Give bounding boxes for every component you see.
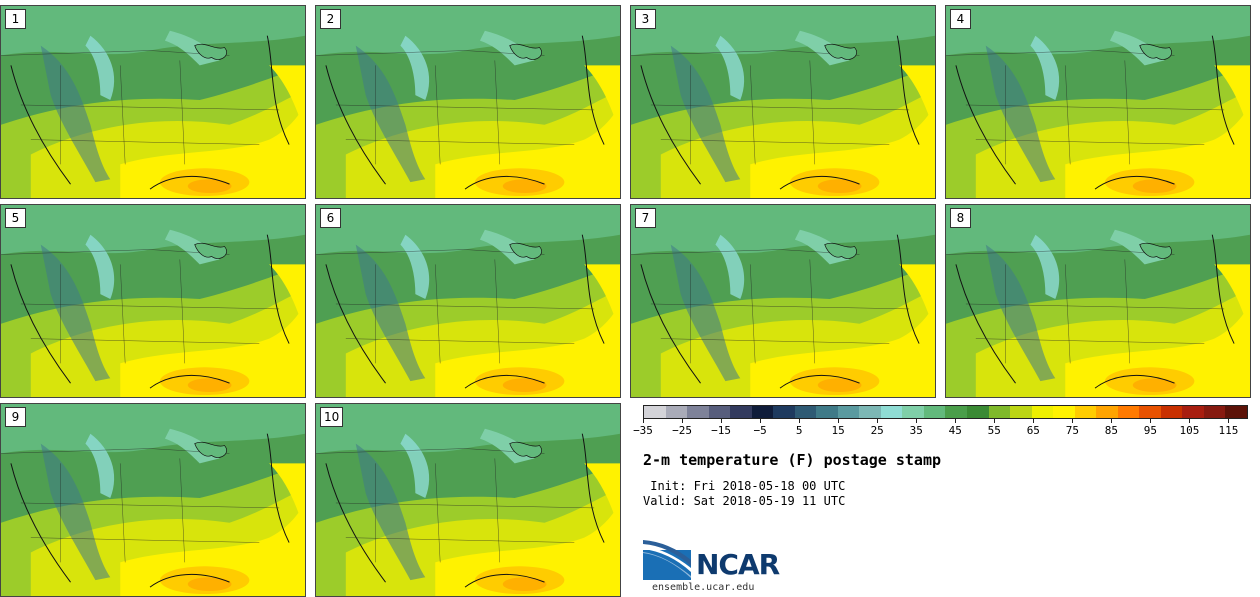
colorbar-swatch bbox=[945, 406, 967, 418]
colorbar-tick bbox=[799, 419, 801, 423]
colorbar-tick bbox=[1189, 419, 1191, 423]
colorbar-tick bbox=[916, 419, 918, 423]
temperature-map-icon bbox=[1, 404, 305, 596]
colorbar-swatch bbox=[1096, 406, 1118, 418]
colorbar-swatch bbox=[708, 406, 731, 418]
colorbar-tick-label: 5 bbox=[795, 424, 803, 437]
member-number-label: 7 bbox=[635, 208, 656, 228]
temperature-map-icon bbox=[946, 205, 1250, 397]
temperature-colorbar bbox=[643, 405, 1248, 419]
colorbar-tick-label: 95 bbox=[1143, 424, 1158, 437]
colorbar-tick bbox=[1150, 419, 1152, 423]
member-map-panel: 2 bbox=[315, 5, 621, 199]
ncar-logo-icon bbox=[643, 540, 691, 580]
member-number-label: 2 bbox=[320, 9, 341, 29]
colorbar-tick-label: −5 bbox=[753, 424, 767, 437]
colorbar-tick bbox=[1033, 419, 1035, 423]
member-map-panel: 5 bbox=[0, 204, 306, 398]
colorbar-tick-label: −35 bbox=[633, 424, 653, 437]
colorbar-swatch bbox=[1139, 406, 1161, 418]
member-map-panel: 9 bbox=[0, 403, 306, 597]
colorbar-tick bbox=[643, 419, 644, 423]
colorbar-tick bbox=[838, 419, 840, 423]
member-map-panel: 1 bbox=[0, 5, 306, 199]
colorbar-swatch bbox=[751, 406, 774, 418]
colorbar-swatch bbox=[1074, 406, 1097, 418]
init-time: Init: Fri 2018-05-18 00 UTC bbox=[643, 479, 846, 493]
temperature-map-icon bbox=[631, 6, 935, 198]
colorbar-swatch bbox=[902, 406, 924, 418]
temperature-map-icon bbox=[316, 404, 620, 596]
colorbar-tick-label: −15 bbox=[711, 424, 731, 437]
member-number-label: 4 bbox=[950, 9, 971, 29]
valid-time: Valid: Sat 2018-05-19 11 UTC bbox=[643, 494, 846, 508]
member-map-panel: 3 bbox=[630, 5, 936, 199]
colorbar-swatch bbox=[859, 406, 881, 418]
colorbar-tick-label: 25 bbox=[870, 424, 884, 437]
member-map-panel: 7 bbox=[630, 204, 936, 398]
colorbar-swatch bbox=[687, 406, 709, 418]
colorbar-tick bbox=[1111, 419, 1113, 423]
colorbar-swatch bbox=[644, 406, 666, 418]
colorbar-tick-label: 85 bbox=[1104, 424, 1118, 437]
colorbar-tick-label: 15 bbox=[831, 424, 845, 437]
colorbar-tick bbox=[994, 419, 996, 423]
colorbar-tick-label: 45 bbox=[948, 424, 962, 437]
colorbar-tick-label: 65 bbox=[1026, 424, 1040, 437]
colorbar-swatch bbox=[1010, 406, 1032, 418]
member-map-panel: 10 bbox=[315, 403, 621, 597]
ncar-logo-text: NCAR bbox=[696, 548, 780, 581]
colorbar-swatch bbox=[880, 406, 903, 418]
colorbar-swatch bbox=[1203, 406, 1226, 418]
colorbar-tick-label: −25 bbox=[672, 424, 692, 437]
colorbar-tick bbox=[1228, 419, 1230, 423]
temperature-map-icon bbox=[1, 6, 305, 198]
temperature-map-icon bbox=[631, 205, 935, 397]
member-number-label: 6 bbox=[320, 208, 341, 228]
colorbar-tick-label: 105 bbox=[1179, 424, 1200, 437]
temperature-map-icon bbox=[946, 6, 1250, 198]
member-map-panel: 4 bbox=[945, 5, 1251, 199]
colorbar-swatch bbox=[1053, 406, 1075, 418]
member-number-label: 9 bbox=[5, 407, 26, 427]
colorbar-tick bbox=[1072, 419, 1074, 423]
colorbar-swatch bbox=[665, 406, 688, 418]
colorbar-swatch bbox=[773, 406, 795, 418]
colorbar-swatch bbox=[730, 406, 752, 418]
colorbar-swatch bbox=[966, 406, 989, 418]
temperature-map-icon bbox=[316, 205, 620, 397]
member-number-label: 10 bbox=[320, 407, 344, 427]
colorbar-tick-label: 55 bbox=[987, 424, 1001, 437]
member-number-label: 5 bbox=[5, 208, 26, 228]
member-map-panel: 8 bbox=[945, 204, 1251, 398]
temperature-map-icon bbox=[316, 6, 620, 198]
colorbar-tick bbox=[877, 419, 879, 423]
colorbar-tick bbox=[760, 419, 762, 423]
colorbar-tick-label: 35 bbox=[909, 424, 923, 437]
colorbar-tick-label: 75 bbox=[1065, 424, 1079, 437]
website-url: ensemble.ucar.edu bbox=[652, 582, 755, 593]
temperature-map-icon bbox=[1, 205, 305, 397]
colorbar-swatch bbox=[816, 406, 838, 418]
member-map-panel: 6 bbox=[315, 204, 621, 398]
colorbar-tick bbox=[955, 419, 957, 423]
colorbar-swatch bbox=[1031, 406, 1054, 418]
colorbar-tick bbox=[721, 419, 723, 423]
colorbar-swatch bbox=[923, 406, 946, 418]
chart-title: 2-m temperature (F) postage stamp bbox=[643, 451, 942, 469]
colorbar-swatch bbox=[1225, 406, 1247, 418]
colorbar-swatch bbox=[1160, 406, 1183, 418]
colorbar-tick-axis: −35 −25 −15 −5 5 15 25 35 45 55 65 75 85 95 105 115 bbox=[633, 419, 1248, 439]
member-number-label: 8 bbox=[950, 208, 971, 228]
colorbar-swatch bbox=[837, 406, 860, 418]
colorbar-tick-label: 115 bbox=[1218, 424, 1239, 437]
colorbar-swatch bbox=[988, 406, 1011, 418]
colorbar-swatch bbox=[794, 406, 817, 418]
colorbar-swatch bbox=[1117, 406, 1140, 418]
member-number-label: 3 bbox=[635, 9, 656, 29]
member-number-label: 1 bbox=[5, 9, 26, 29]
colorbar-tick bbox=[682, 419, 684, 423]
colorbar-swatch bbox=[1182, 406, 1204, 418]
